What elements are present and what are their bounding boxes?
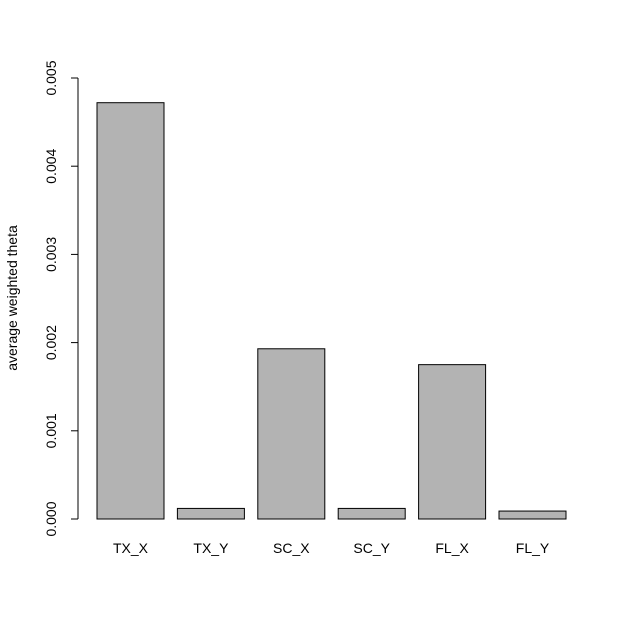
y-axis-title: average weighted theta — [4, 225, 20, 371]
y-tick-label: 0.004 — [43, 148, 59, 183]
x-tick-label: SC_Y — [353, 540, 390, 556]
x-tick-label: SC_X — [273, 540, 310, 556]
y-axis: 0.000 0.001 0.002 0.003 0.004 0.005 — [43, 60, 79, 537]
x-tick-label: FL_X — [435, 540, 469, 556]
y-tick-label: 0.003 — [43, 237, 59, 272]
bar-tx-y — [176, 507, 245, 520]
y-tick-label: 0.000 — [43, 501, 59, 536]
y-tick-label: 0.002 — [43, 325, 59, 360]
bars — [96, 102, 567, 520]
y-tick-label: 0.005 — [43, 60, 59, 95]
bar-sc-y — [337, 507, 406, 520]
x-tick-labels: TX_X TX_Y SC_X SC_Y FL_X FL_Y — [113, 540, 550, 556]
bar-tx-x — [96, 102, 165, 520]
y-tick-label: 0.001 — [43, 413, 59, 448]
x-tick-label: TX_Y — [193, 540, 229, 556]
bar-fl-y — [498, 510, 567, 520]
bar-fl-x — [418, 364, 487, 520]
x-tick-label: FL_Y — [516, 540, 550, 556]
x-tick-label: TX_X — [113, 540, 149, 556]
bar-sc-x — [257, 348, 326, 520]
